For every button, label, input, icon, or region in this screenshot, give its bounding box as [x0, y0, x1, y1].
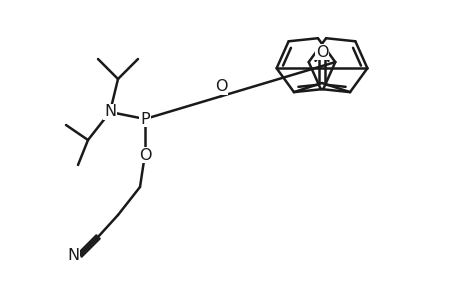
Text: N: N — [67, 248, 79, 262]
Text: N: N — [104, 104, 116, 120]
Text: P: P — [140, 111, 150, 127]
Text: O: O — [316, 45, 328, 60]
Text: O: O — [139, 148, 151, 162]
Text: O: O — [215, 79, 227, 94]
